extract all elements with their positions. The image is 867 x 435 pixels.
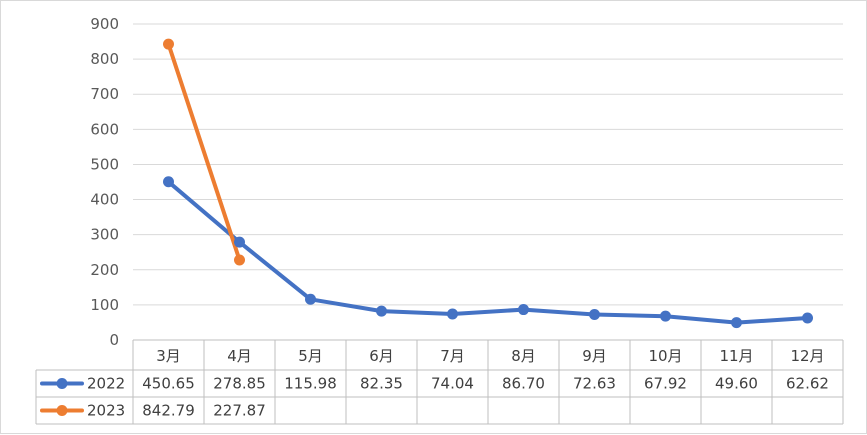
y-tick-label: 900 [90, 15, 119, 33]
x-tick-label: 11月 [719, 347, 753, 365]
x-tick-label: 12月 [790, 347, 824, 365]
y-axis-tick-labels: 0 100 200 300 400 500 600 700 800 900 [90, 15, 119, 349]
x-tick-label: 8月 [511, 347, 536, 365]
data-point-2023 [234, 254, 245, 266]
legend-key-marker-2022 [56, 378, 68, 389]
data-table-cell: 72.63 [573, 375, 616, 393]
data-point-2022 [589, 308, 600, 320]
data-point-2022 [163, 176, 174, 188]
data-table-cell: 842.79 [142, 402, 195, 420]
data-table-cell: 86.70 [502, 375, 545, 393]
y-tick-label: 700 [90, 85, 119, 103]
series-name-2023: 2023 [87, 402, 125, 420]
data-point-2022 [660, 310, 671, 322]
y-tick-label: 300 [90, 226, 119, 244]
gridlines [133, 23, 843, 306]
data-table-cell: 82.35 [360, 375, 403, 393]
x-tick-label: 7月 [440, 347, 465, 365]
y-tick-label: 0 [109, 331, 119, 349]
y-tick-label: 600 [90, 120, 119, 138]
y-tick-label: 400 [90, 191, 119, 209]
data-table-cell: 49.60 [715, 375, 758, 393]
data-table-cell: 278.85 [213, 375, 266, 393]
data-point-2023 [163, 38, 174, 50]
data-point-2022 [376, 305, 387, 317]
data-point-2022 [731, 317, 742, 329]
legend-key-marker-2023 [56, 405, 68, 416]
x-tick-label: 9月 [582, 347, 607, 365]
y-tick-label: 200 [90, 261, 119, 279]
x-tick-label: 6月 [369, 347, 394, 365]
data-table-cell: 115.98 [284, 375, 337, 393]
data-point-2022 [518, 304, 529, 316]
data-table-cell: 74.04 [431, 375, 474, 393]
data-table: 3月 4月 5月 6月 7月 8月 9月 10月 11月 12月 2022 450.65 278.85 1… [35, 339, 844, 425]
data-table-cell: 62.62 [786, 375, 829, 393]
data-point-2022 [234, 236, 245, 248]
series-lines [166, 42, 810, 325]
x-tick-label: 4月 [227, 347, 252, 365]
data-point-2022 [305, 293, 316, 305]
series-points [163, 38, 813, 329]
series-line-2022 [166, 179, 810, 325]
data-point-2022 [447, 308, 458, 320]
x-tick-label: 5月 [298, 347, 323, 365]
data-table-cell: 227.87 [213, 402, 266, 420]
x-tick-label: 10月 [648, 347, 682, 365]
y-tick-label: 500 [90, 155, 119, 173]
data-table-cell: 450.65 [142, 375, 195, 393]
x-tick-label: 3月 [156, 347, 181, 365]
data-table-cell: 67.92 [644, 375, 687, 393]
y-tick-label: 800 [90, 50, 119, 68]
series-name-2022: 2022 [87, 375, 125, 393]
y-tick-label: 100 [90, 296, 119, 314]
series-line-2023 [166, 42, 242, 262]
data-point-2022 [802, 312, 813, 324]
